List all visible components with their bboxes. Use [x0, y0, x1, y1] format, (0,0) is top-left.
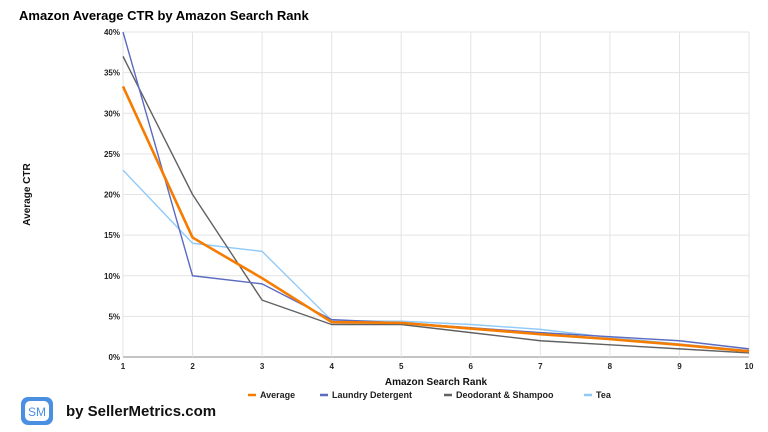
series-line-deodorant-shampoo: [122, 56, 750, 354]
legend-label: Laundry Detergent: [332, 390, 412, 400]
sellermetrics-logo-icon: SM: [21, 397, 53, 425]
brand: SM by SellerMetrics.com: [20, 396, 216, 426]
chart-title: Amazon Average CTR by Amazon Search Rank: [19, 8, 309, 23]
x-tick-label: 1: [121, 362, 126, 371]
legend-label: Deodorant & Shampoo: [456, 390, 554, 400]
svg-text:SM: SM: [28, 405, 46, 419]
legend-label: Tea: [596, 390, 612, 400]
y-axis-label: Average CTR: [22, 163, 33, 226]
series-line-average: [121, 85, 750, 353]
x-tick-label: 3: [260, 362, 265, 371]
y-tick-label: 5%: [108, 312, 120, 321]
brand-text: by SellerMetrics.com: [66, 402, 217, 420]
legend-label: Average: [260, 390, 295, 400]
y-tick-label: 30%: [104, 109, 120, 118]
x-tick-label: 5: [399, 362, 404, 371]
series-line-laundry-detergent: [122, 31, 750, 350]
y-tick-label: 20%: [104, 191, 120, 200]
x-tick-label: 7: [538, 362, 543, 371]
x-tick-label: 9: [677, 362, 682, 371]
x-axis-label: Amazon Search Rank: [385, 377, 488, 388]
y-tick-label: 10%: [104, 272, 120, 281]
x-tick-label: 8: [608, 362, 613, 371]
y-tick-label: 40%: [104, 28, 120, 37]
x-tick-label: 2: [190, 362, 195, 371]
x-tick-label: 4: [329, 362, 334, 371]
y-tick-label: 15%: [104, 231, 120, 240]
series-line-tea: [122, 169, 750, 352]
x-tick-label: 10: [745, 362, 754, 371]
y-tick-label: 25%: [104, 150, 120, 159]
y-tick-label: 0%: [108, 353, 120, 362]
x-tick-label: 6: [469, 362, 474, 371]
y-tick-label: 35%: [104, 69, 120, 78]
